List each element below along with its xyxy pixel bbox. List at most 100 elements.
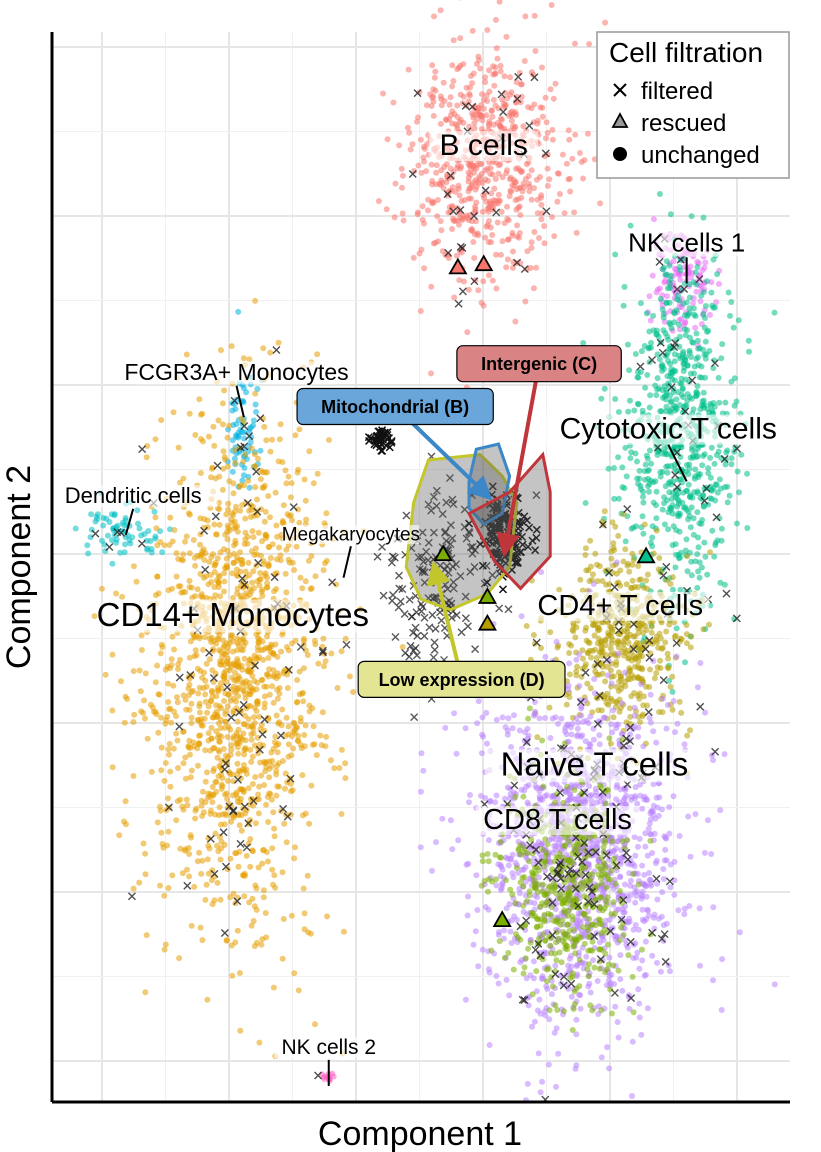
data-point bbox=[584, 130, 591, 137]
data-point bbox=[711, 553, 718, 560]
data-point bbox=[449, 62, 456, 69]
data-point bbox=[288, 480, 295, 487]
data-point bbox=[269, 436, 275, 443]
data-point bbox=[204, 769, 210, 776]
data-point bbox=[205, 730, 212, 737]
data-point bbox=[666, 804, 673, 811]
data-point bbox=[504, 256, 511, 263]
data-point bbox=[202, 799, 209, 806]
data-point bbox=[277, 552, 284, 559]
data-point bbox=[276, 436, 283, 443]
data-point bbox=[598, 1054, 605, 1061]
data-point bbox=[186, 410, 193, 417]
data-point bbox=[217, 593, 224, 600]
data-point bbox=[512, 99, 519, 105]
data-point bbox=[587, 537, 594, 544]
data-point bbox=[680, 348, 687, 355]
data-point bbox=[203, 660, 210, 667]
data-point bbox=[208, 639, 215, 646]
data-point bbox=[644, 852, 651, 859]
data-point bbox=[274, 695, 281, 702]
data-point bbox=[239, 647, 246, 654]
data-point bbox=[149, 704, 156, 711]
data-point bbox=[465, 161, 472, 167]
data-point bbox=[300, 665, 307, 672]
data-point bbox=[538, 201, 545, 208]
data-point bbox=[417, 844, 424, 851]
data-point bbox=[662, 639, 669, 646]
data-point bbox=[258, 772, 265, 779]
data-point bbox=[547, 735, 554, 741]
data-point bbox=[405, 66, 412, 73]
data-point bbox=[711, 403, 718, 410]
data-point bbox=[223, 562, 230, 569]
data-point bbox=[267, 514, 273, 521]
data-point bbox=[504, 203, 510, 210]
data-point bbox=[229, 519, 236, 526]
data-point bbox=[596, 563, 603, 570]
data-point bbox=[433, 162, 440, 169]
data-point bbox=[198, 411, 204, 418]
data-point bbox=[182, 754, 189, 761]
data-point bbox=[175, 666, 181, 672]
data-point bbox=[428, 161, 435, 168]
data-point bbox=[663, 628, 670, 635]
data-point bbox=[241, 893, 248, 900]
data-point bbox=[484, 98, 491, 104]
data-point bbox=[638, 348, 645, 355]
data-point bbox=[530, 632, 537, 638]
data-point bbox=[284, 685, 291, 691]
data-point bbox=[222, 810, 229, 817]
data-point bbox=[510, 110, 517, 117]
data-point bbox=[449, 846, 456, 853]
data-point bbox=[715, 374, 722, 381]
data-point bbox=[660, 866, 667, 872]
data-point bbox=[199, 857, 206, 864]
data-point bbox=[170, 409, 177, 416]
data-point bbox=[539, 1078, 546, 1085]
data-point bbox=[700, 453, 707, 459]
data-point bbox=[489, 113, 496, 120]
data-point bbox=[231, 542, 237, 549]
data-point bbox=[294, 677, 301, 683]
data-point bbox=[649, 534, 656, 541]
data-point bbox=[693, 288, 700, 295]
data-point bbox=[644, 571, 651, 578]
data-point bbox=[719, 956, 726, 963]
data-point bbox=[447, 94, 454, 101]
data-point bbox=[217, 680, 224, 687]
data-point bbox=[166, 740, 173, 747]
data-point bbox=[419, 203, 426, 210]
data-point bbox=[242, 872, 248, 879]
data-point bbox=[193, 652, 200, 659]
data-point bbox=[262, 570, 269, 577]
data-point bbox=[456, 277, 463, 284]
data-point bbox=[184, 866, 190, 873]
data-point bbox=[216, 804, 223, 811]
data-point bbox=[622, 881, 628, 888]
data-point bbox=[673, 625, 680, 632]
data-point bbox=[240, 762, 247, 768]
data-point bbox=[321, 663, 327, 670]
data-point bbox=[676, 698, 683, 705]
data-point bbox=[647, 477, 654, 484]
data-point bbox=[650, 728, 657, 735]
data-point bbox=[135, 520, 141, 527]
data-point bbox=[205, 842, 212, 849]
data-point bbox=[622, 538, 629, 545]
data-point bbox=[463, 84, 470, 91]
data-point bbox=[581, 940, 588, 947]
data-point bbox=[618, 700, 625, 707]
data-point bbox=[267, 349, 274, 356]
data-point bbox=[158, 714, 165, 721]
data-point bbox=[241, 435, 248, 442]
data-point bbox=[706, 348, 713, 354]
data-point bbox=[704, 406, 711, 412]
data-point bbox=[645, 345, 652, 352]
data-point bbox=[271, 833, 278, 840]
data-point bbox=[721, 581, 728, 588]
data-point bbox=[482, 904, 489, 910]
data-point bbox=[532, 48, 539, 54]
data-point bbox=[259, 860, 266, 867]
data-point bbox=[261, 782, 268, 789]
